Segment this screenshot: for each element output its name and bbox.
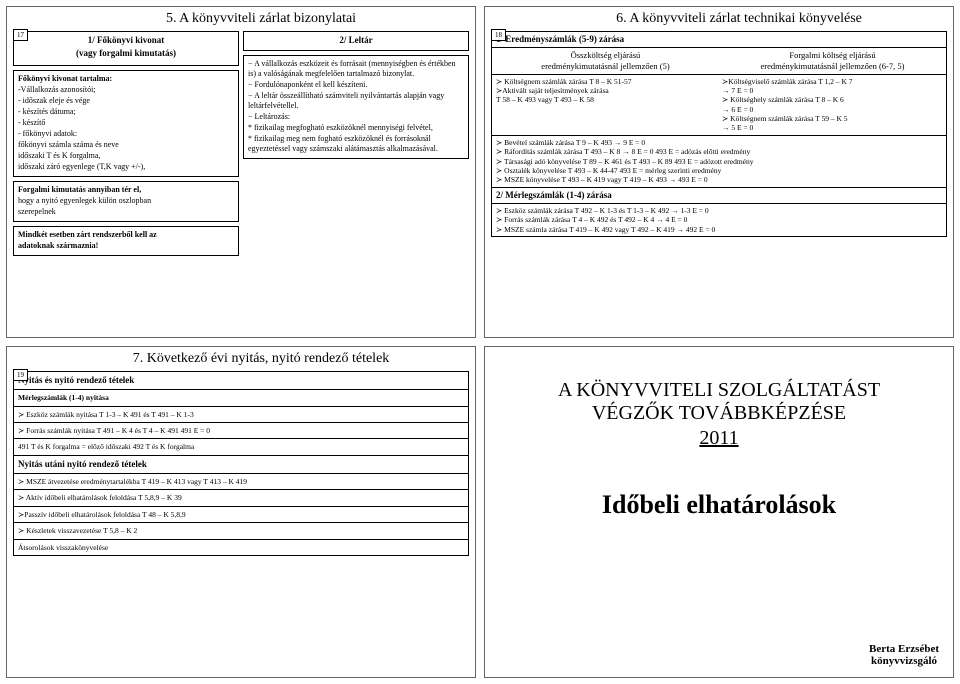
t: főkönyvi számla száma és neve bbox=[18, 140, 234, 150]
slide-18: 6. A könyvviteli zárlat technikai könyve… bbox=[484, 6, 954, 338]
t: eredménykimutatásnál jellemzően (6-7, 5) bbox=[761, 61, 905, 71]
t: ≻ Bevétel számlák zárása T 9 – K 493 → 9… bbox=[496, 138, 942, 147]
slide-title: 5. A könyvviteli zárlat bizonylatai bbox=[73, 11, 449, 27]
t: ≻Passzív időbeli elhatárolások feloldása… bbox=[14, 507, 468, 523]
author-block: Berta Erzsébet könyvvizsgáló bbox=[869, 643, 939, 667]
t: ≻ Eszköz számlák nyitása T 1-3 – K 491 é… bbox=[14, 407, 468, 423]
t: Forgalmi kimutatás annyiban tér el, bbox=[18, 185, 141, 194]
t: - készítő bbox=[18, 118, 234, 128]
t: ≻Aktivált saját teljesítmények zárása bbox=[496, 86, 716, 95]
slide-17: 5. A könyvviteli zárlat bizonylatai 17 1… bbox=[6, 6, 476, 338]
t: szerepelnek bbox=[18, 207, 234, 217]
t: 491 T és K forgalma = előző időszaki 492… bbox=[14, 439, 468, 455]
slide-title: 6. A könyvviteli zárlat technikai könyve… bbox=[551, 11, 927, 27]
colhead-left: Összköltség eljárású eredménykimutatásná… bbox=[492, 50, 719, 71]
t: T 58 – K 493 vagy T 493 – K 58 bbox=[496, 95, 716, 104]
t: - időszak eleje és vége bbox=[18, 96, 234, 106]
t: ≻ MSZE könyvelése T 493 – K 419 vagy T 4… bbox=[496, 175, 942, 184]
t: ≻ Társasági adó könyvelése T 89 – K 461 … bbox=[496, 157, 942, 166]
t: időszaki záró egyenlege (T,K vagy +/-), bbox=[18, 162, 234, 172]
slide-title: 7. Következő évi nyitás, nyitó rendező t… bbox=[73, 351, 449, 367]
t: − A leltár összeállítható számviteli nyi… bbox=[248, 91, 464, 111]
sub-head: Mérlegszámlák (1-4) nyitása bbox=[14, 390, 468, 406]
slide-20: A KÖNYVVITELI SZOLGÁLTATÁST VÉGZŐK TOVÁB… bbox=[484, 346, 954, 678]
t: − Fordulónaponként el kell készíteni. bbox=[248, 80, 464, 90]
t: Mindkét esetben zárt rendszerből kell az bbox=[18, 230, 234, 240]
colhead-right: Forgalmi költség eljárású eredménykimuta… bbox=[719, 50, 946, 71]
page-number: 17 bbox=[13, 29, 28, 41]
t: Átsorolások visszakönyvelése bbox=[14, 540, 468, 555]
t: * fizikailag megfogható eszközöknél menn… bbox=[248, 123, 464, 133]
t: ≻ Forrás számlák nyitása T 491 – K 4 és … bbox=[14, 423, 468, 439]
t: * fizikailag meg nem fogható eszközöknél… bbox=[248, 134, 464, 154]
t: → 6 E = 0 bbox=[722, 105, 942, 114]
title-year: 2011 bbox=[491, 427, 947, 450]
t: ≻ Eszköz számlák zárása T 492 – K 1-3 és… bbox=[496, 206, 942, 215]
title-line: A KÖNYVVITELI SZOLGÁLTATÁST bbox=[491, 379, 947, 402]
t: → 5 E = 0 bbox=[722, 123, 942, 132]
author-name: Berta Erzsébet bbox=[869, 643, 939, 655]
t: − A vállalkozás eszközeit és forrásait (… bbox=[248, 59, 464, 79]
t: hogy a nyitó egyenlegek külön oszlopban bbox=[18, 196, 234, 206]
slide-19: 7. Következő évi nyitás, nyitó rendező t… bbox=[6, 346, 476, 678]
t: időszaki T és K forgalma, bbox=[18, 151, 234, 161]
t: − Leltározás: bbox=[248, 112, 464, 122]
title-line: VÉGZŐK TOVÁBBKÉPZÉSE bbox=[491, 402, 947, 425]
t: Forgalmi kimutatás annyiban tér el, bbox=[18, 185, 234, 195]
box-head-1a: 1/ Főkönyvi kivonat bbox=[18, 35, 234, 46]
t: Forgalmi költség eljárású bbox=[789, 50, 875, 60]
t: ≻ Osztalék könyvelése T 493 – K 44-47 49… bbox=[496, 166, 942, 175]
sec-head: 2/ Mérlegszámlák (1-4) zárása bbox=[492, 187, 946, 204]
t: ≻ Költségnem számlák zárása T 8 – K 51-5… bbox=[496, 77, 716, 86]
t: -Vállalkozás azonosítói; bbox=[18, 85, 234, 95]
t: eredménykimutatásnál jellemzően (5) bbox=[541, 61, 669, 71]
t: ≻ MSZE átvezetése eredménytartalékba T 4… bbox=[14, 474, 468, 490]
author-role: könyvvizsgáló bbox=[869, 655, 939, 667]
box-head-2: 2/ Leltár bbox=[248, 35, 464, 45]
col-right: ≻Költségviselő számlák zárása T 1,2 – K … bbox=[722, 77, 942, 133]
t: ≻ Forrás számlák zárása T 4 – K 492 és T… bbox=[496, 215, 942, 224]
t: ≻ Készletek visszavezetése T 5,8 – K 2 bbox=[14, 523, 468, 539]
t: ≻ Ráfordítás számlák zárása T 493 – K 8 … bbox=[496, 147, 942, 156]
sec-head: 1/ Eredményszámlák (5-9) zárása bbox=[492, 32, 946, 48]
t: ≻ Költségnem számlák zárása T 59 – K 5 bbox=[722, 114, 942, 123]
col-left: ≻ Költségnem számlák zárása T 8 – K 51-5… bbox=[496, 77, 716, 133]
t: → 7 E = 0 bbox=[722, 86, 942, 95]
t: Összköltség eljárású bbox=[571, 50, 641, 60]
page-number: 18 bbox=[491, 29, 506, 41]
t: ≻ MSZE számla zárása T 419 – K 492 vagy … bbox=[496, 225, 942, 234]
page-number: 19 bbox=[13, 369, 28, 381]
t: ≻ Költséghely számlák zárása T 8 – K 6 bbox=[722, 95, 942, 104]
sec-head: Nyitás és nyitó rendező tételek bbox=[14, 372, 468, 390]
box-head-1b: (vagy forgalmi kimutatás) bbox=[18, 48, 234, 59]
t: ≻ Aktív időbeli elhatárolások feloldása … bbox=[14, 490, 468, 506]
t: adatoknak származnia! bbox=[18, 241, 234, 251]
t: ≻Költségviselő számlák zárása T 1,2 – K … bbox=[722, 77, 942, 86]
topic-title: Időbeli elhatárolások bbox=[491, 490, 947, 520]
t: Főkönyvi kivonat tartalma: bbox=[18, 74, 234, 84]
t: - főkönyvi adatok: bbox=[18, 129, 234, 139]
t: - készítés dátuma; bbox=[18, 107, 234, 117]
sec-head: Nyitás utáni nyitó rendező tételek bbox=[14, 456, 468, 474]
